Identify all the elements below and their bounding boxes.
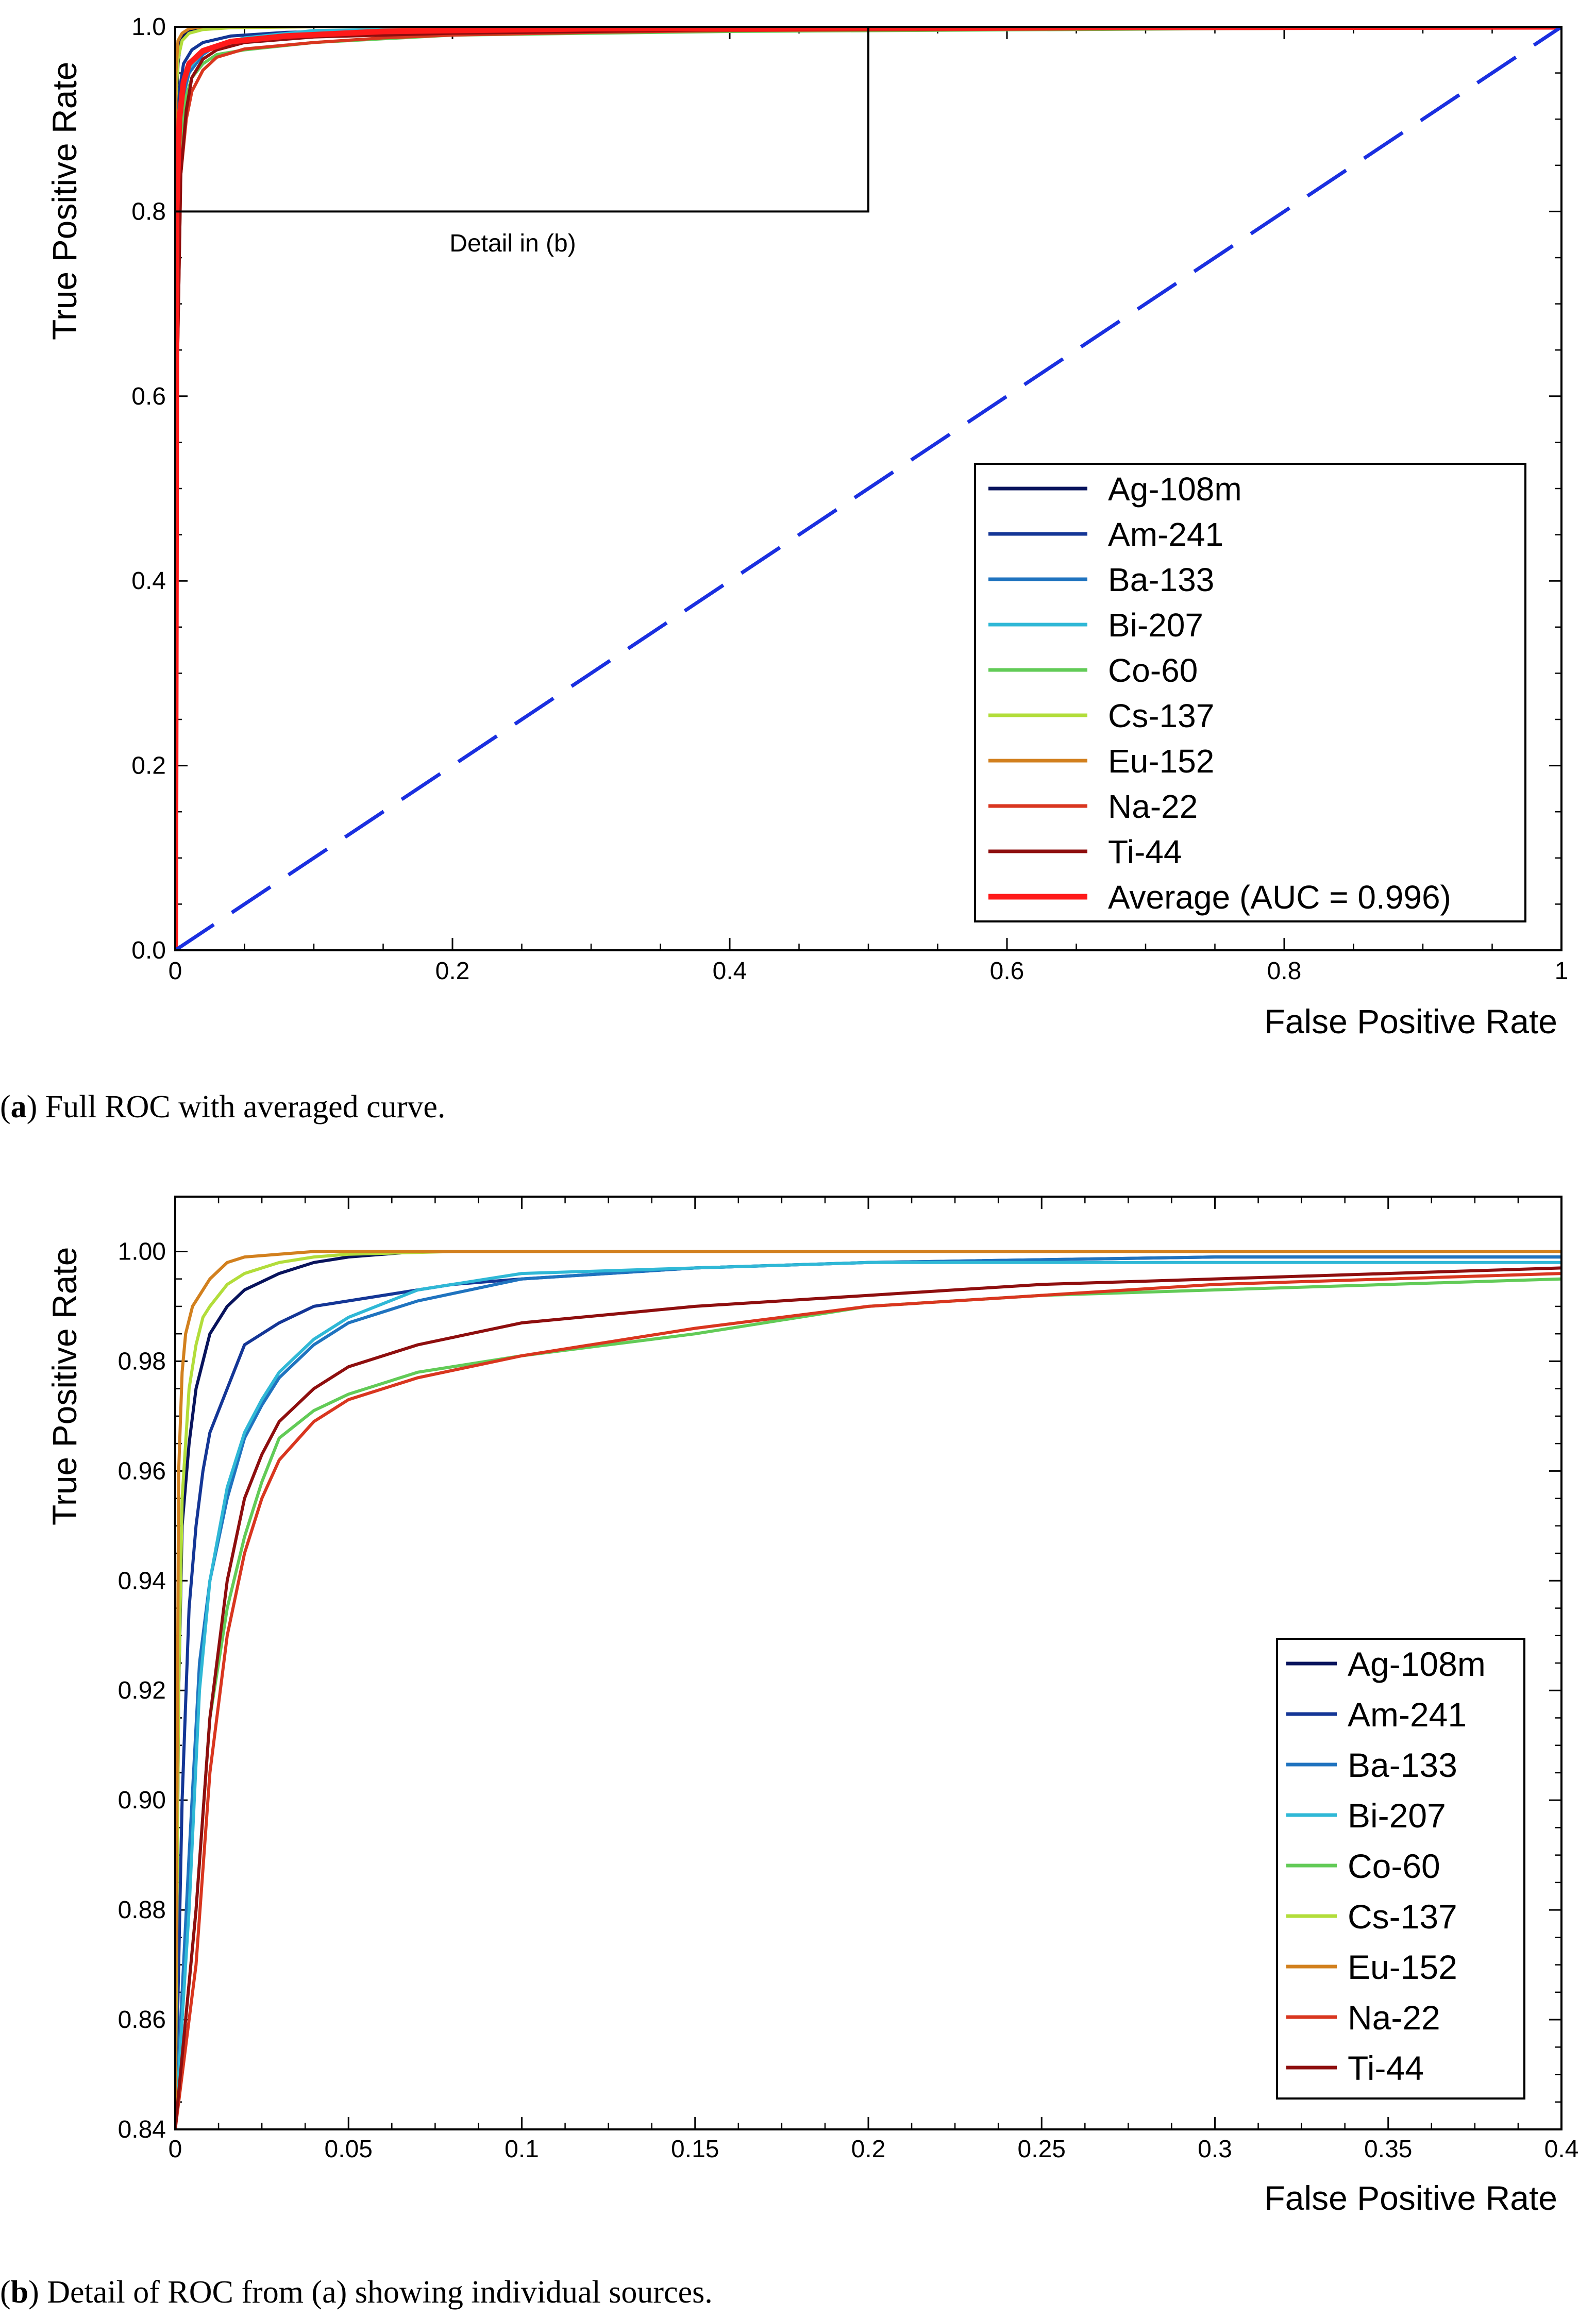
x-tick-label: 0.05 [325,2136,373,2163]
y-tick-label: 0.92 [118,1677,166,1704]
x-tick-label: 0 [169,2136,182,2163]
x-tick-label: 1 [1555,958,1569,985]
legend-label: Na-22 [1108,788,1198,825]
x-tick-label: 0.2 [435,958,470,985]
legend-label: Average (AUC = 0.996) [1108,879,1451,916]
panel-a-x-tick-labels: 0 0.2 0.4 0.6 0.8 1 [169,958,1569,985]
legend-label: Bi-207 [1348,1796,1446,1835]
series-line-eu-152 [175,1250,1561,2129]
y-tick-label: 0.84 [118,2116,166,2143]
y-tick-label: 0.98 [118,1348,166,1375]
y-tick-label: 0.96 [118,1457,166,1485]
series-line-cs-137 [175,1250,1561,2129]
panel-b-legend: Ag-108m Am-241 Ba-133 Bi-207 Co-60 Cs-137 Eu-1… [1276,1638,1525,2100]
x-tick-label: 0.8 [1267,958,1302,985]
legend-label: Co-60 [1108,652,1198,689]
x-tick-label: 0.3 [1198,2136,1232,2163]
panel-a-y-tick-labels: 0.0 0.2 0.4 0.6 0.8 1.0 [131,13,166,964]
series-line-average-auc-0-996 [175,27,1561,950]
x-tick-label: 0.1 [505,2136,539,2163]
y-tick-label: 1.0 [131,13,166,41]
legend-label: Cs-137 [1348,1898,1457,1936]
legend-label: Ti-44 [1108,833,1182,870]
x-tick-label: 0.4 [1544,2136,1579,2163]
series-line-bi-207 [175,1261,1561,2129]
legend-label: Ag-108m [1108,471,1242,508]
panel-b-plot-frame [174,1196,1563,2130]
y-tick-label: 0.88 [118,1896,166,1924]
legend-label: Ag-108m [1348,1645,1486,1683]
legend-label: Bi-207 [1108,607,1203,644]
y-tick-label: 0.6 [131,383,166,410]
panel-b-y-axis-label: True Positive Rate [45,1247,83,1525]
panel-b-series [175,1250,1561,2129]
panel-a-y-axis-label: True Positive Rate [45,62,83,340]
x-tick-label: 0.6 [990,958,1024,985]
y-tick-label: 0.2 [131,752,166,780]
x-tick-label: 0.4 [713,958,747,985]
panel-b-x-tick-labels: 0 0.05 0.1 0.15 0.2 0.25 0.3 0.35 0.4 [169,2136,1579,2163]
x-tick-label: 0 [169,958,182,985]
panel-a-detail-box [174,26,869,213]
series-line-chance [175,27,1561,950]
panel-a-series [175,27,1561,950]
y-tick-label: 0.86 [118,2006,166,2034]
legend-label: Co-60 [1348,1847,1440,1885]
series-line-na-22 [175,1272,1561,2129]
y-tick-label: 0.0 [131,937,166,964]
legend-label: Na-22 [1348,1999,1440,2037]
panel-b-caption: (b) Detail of ROC from (a) showing indiv… [0,2275,713,2310]
y-tick-label: 0.90 [118,1787,166,1814]
panel-a-x-axis-label: False Positive Rate [1264,1002,1557,1040]
y-tick-label: 0.94 [118,1567,166,1594]
panel-a-caption: (a) Full ROC with averaged curve. [0,1089,445,1124]
x-tick-label: 0.35 [1364,2136,1412,2163]
x-tick-label: 0.15 [671,2136,719,2163]
legend-label: Cs-137 [1108,697,1214,734]
legend-label: Am-241 [1108,516,1223,553]
panel-a-annotation: Detail in (b) [449,230,576,257]
panel-a-legend-box [974,463,1526,922]
x-tick-label: 0.25 [1018,2136,1066,2163]
legend-label: Eu-152 [1108,743,1214,780]
panel-b-chart: 0 0.05 0.1 0.15 0.2 0.25 0.3 0.35 0.4 0.840.860.… [45,1196,1579,2217]
panel-a-chart: Detail in (b) 0 0.2 0.4 0.6 0.8 1 0.00.20.40.… [45,13,1568,1040]
y-tick-label: 1.00 [118,1238,166,1265]
panel-a-caption-text: ) Full ROC with averaged curve. [27,1089,446,1124]
panel-b-caption-label: b [11,2275,28,2310]
panel-b-y-tick-labels: 0.84 0.86 0.88 0.90 0.92 0.94 0.96 0.98 1.00 [118,1238,166,2143]
panel-b-caption-text: ) Detail of ROC from (a) showing individ… [28,2275,713,2310]
panel-a-legend: Ag-108m Am-241 Ba-133 Bi-207 Co-60 Cs-137 Eu-1… [974,463,1526,922]
legend-label: Ti-44 [1348,2049,1424,2087]
y-tick-label: 0.4 [131,567,166,595]
legend-label: Ba-133 [1108,561,1214,598]
x-tick-label: 0.2 [851,2136,886,2163]
y-tick-label: 0.8 [131,198,166,225]
series-line-ti-44 [175,1266,1561,2129]
legend-label: Ba-133 [1348,1746,1457,1784]
series-line-co-60 [175,1277,1561,2129]
panel-a-caption-label: a [11,1089,27,1124]
legend-label: Am-241 [1348,1695,1467,1734]
legend-label: Eu-152 [1348,1948,1457,1986]
panel-b-x-axis-label: False Positive Rate [1264,2179,1557,2217]
